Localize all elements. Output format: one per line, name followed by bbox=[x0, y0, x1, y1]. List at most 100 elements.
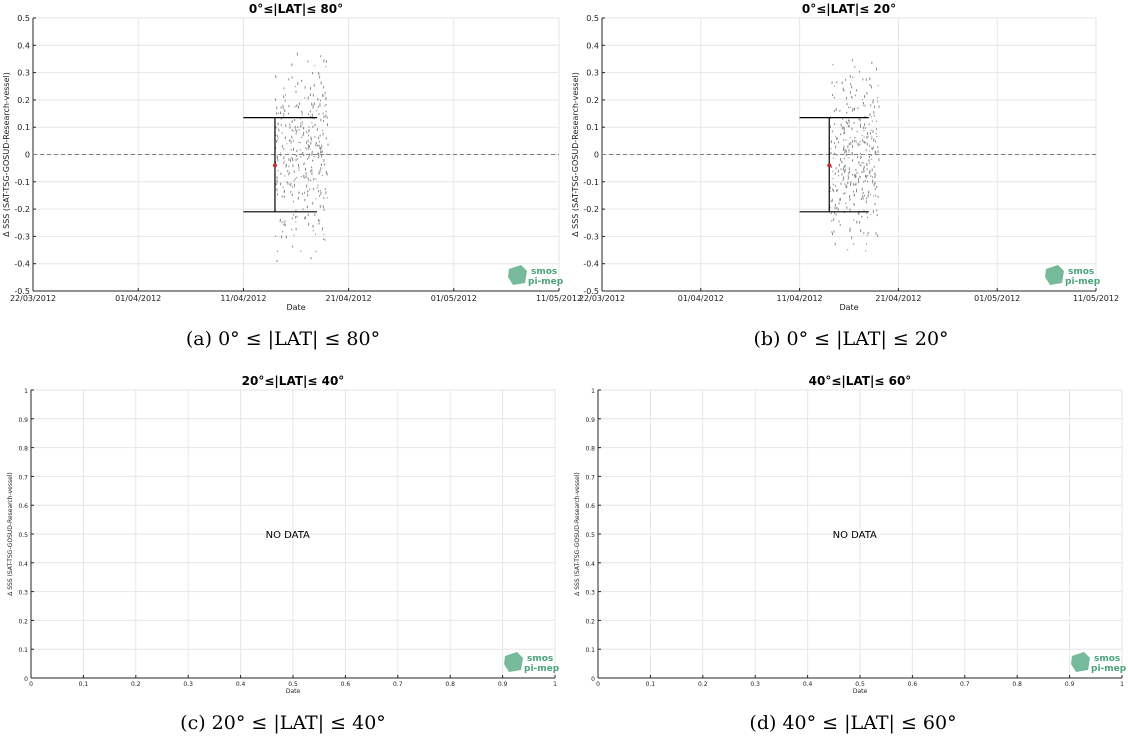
scatter-point bbox=[863, 232, 865, 235]
scatter-point bbox=[276, 106, 278, 110]
scatter-point bbox=[304, 176, 306, 179]
scatter-point bbox=[307, 139, 309, 143]
scatter-point bbox=[851, 96, 853, 98]
scatter-point bbox=[276, 176, 278, 179]
scatter-point bbox=[302, 134, 304, 137]
scatter-point bbox=[292, 159, 294, 162]
scatter-point bbox=[869, 170, 871, 173]
scatter-point bbox=[841, 160, 843, 163]
scatter-point bbox=[277, 170, 279, 172]
x-tick-label: 01/04/2012 bbox=[678, 294, 724, 303]
scatter-point bbox=[862, 140, 864, 143]
y-tick-label: 0.7 bbox=[585, 474, 595, 481]
scatter-point bbox=[318, 189, 320, 193]
scatter-point bbox=[872, 179, 874, 181]
scatter-point bbox=[281, 221, 283, 224]
scatter-point bbox=[834, 123, 836, 126]
scatter-point bbox=[319, 104, 321, 107]
scatter-point bbox=[848, 171, 850, 175]
y-tick-label: -0.4 bbox=[583, 260, 599, 269]
no-data-label: NO DATA bbox=[833, 530, 877, 541]
scatter-point bbox=[288, 112, 290, 115]
scatter-point bbox=[290, 149, 292, 151]
scatter-point bbox=[300, 122, 302, 125]
scatter-point bbox=[296, 52, 298, 56]
scatter-point bbox=[304, 86, 306, 89]
scatter-point bbox=[831, 130, 833, 133]
scatter-point bbox=[300, 125, 302, 128]
scatter-point bbox=[874, 172, 876, 176]
scatter-point bbox=[276, 179, 278, 182]
scatter-point bbox=[314, 65, 316, 67]
logo-text-smos: smos bbox=[1068, 267, 1094, 277]
scatter-point bbox=[307, 134, 309, 137]
scatter-point bbox=[855, 175, 857, 178]
scatter-point bbox=[837, 169, 839, 173]
scatter-point bbox=[322, 93, 324, 97]
scatter-point bbox=[851, 85, 853, 89]
scatter-point bbox=[833, 109, 835, 113]
scatter-point bbox=[302, 208, 304, 211]
scatter-point bbox=[318, 218, 320, 222]
scatter-point bbox=[294, 119, 296, 122]
chart-title: 0°≤|LAT|≤ 20° bbox=[802, 2, 896, 16]
scatter-point bbox=[866, 91, 868, 95]
scatter-point bbox=[281, 144, 283, 148]
scatter-point bbox=[852, 109, 854, 112]
scatter-point bbox=[318, 140, 320, 143]
scatter-point bbox=[832, 63, 834, 66]
scatter-point bbox=[300, 149, 302, 151]
scatter-point bbox=[869, 84, 871, 86]
scatter-point bbox=[845, 202, 847, 205]
y-tick-label: 0 bbox=[594, 151, 599, 160]
scatter-point bbox=[297, 196, 299, 200]
scatter-point bbox=[847, 175, 849, 177]
scatter-point bbox=[859, 123, 861, 127]
scatter-point bbox=[839, 109, 841, 112]
scatter-point bbox=[294, 178, 296, 181]
scatter-point bbox=[308, 113, 310, 116]
scatter-point bbox=[845, 184, 847, 188]
scatter-point bbox=[302, 192, 304, 195]
x-tick-label: 1 bbox=[553, 681, 557, 688]
scatter-point bbox=[322, 119, 324, 123]
scatter-point bbox=[870, 213, 872, 215]
scatter-point bbox=[277, 158, 279, 162]
scatter-point bbox=[289, 139, 291, 142]
scatter-point bbox=[843, 166, 845, 168]
scatter-point bbox=[313, 178, 315, 180]
y-tick-label: 0.5 bbox=[586, 14, 599, 23]
scatter-point bbox=[839, 198, 841, 202]
scatter-point bbox=[300, 176, 302, 178]
scatter-point bbox=[860, 197, 862, 201]
scatter-point bbox=[865, 243, 867, 245]
scatter-point bbox=[871, 158, 873, 160]
scatter-point bbox=[833, 157, 835, 159]
scatter-point bbox=[834, 152, 836, 155]
scatter-point bbox=[846, 111, 848, 114]
scatter-point bbox=[298, 128, 300, 131]
scatter-point bbox=[847, 119, 849, 121]
scatter-point bbox=[851, 97, 853, 99]
scatter-point bbox=[873, 183, 875, 187]
scatter-point bbox=[844, 164, 846, 168]
scatter-point bbox=[313, 117, 315, 120]
scatter-point bbox=[274, 98, 276, 101]
y-tick-label: -0.1 bbox=[14, 178, 30, 187]
scatter-point bbox=[290, 190, 292, 193]
scatter-point bbox=[869, 172, 871, 174]
scatter-point bbox=[845, 139, 847, 141]
scatter-point bbox=[836, 154, 838, 157]
scatter-points bbox=[274, 52, 329, 263]
scatter-point bbox=[319, 75, 321, 79]
scatter-point bbox=[862, 78, 864, 81]
scatter-point bbox=[293, 180, 295, 182]
scatter-point bbox=[833, 96, 835, 99]
logo-icon bbox=[508, 265, 527, 285]
scatter-point bbox=[860, 152, 862, 155]
scatter-point bbox=[311, 172, 313, 176]
scatter-point bbox=[325, 96, 327, 100]
scatter-point bbox=[316, 128, 318, 131]
scatter-point bbox=[314, 213, 316, 216]
scatter-point bbox=[860, 156, 862, 159]
